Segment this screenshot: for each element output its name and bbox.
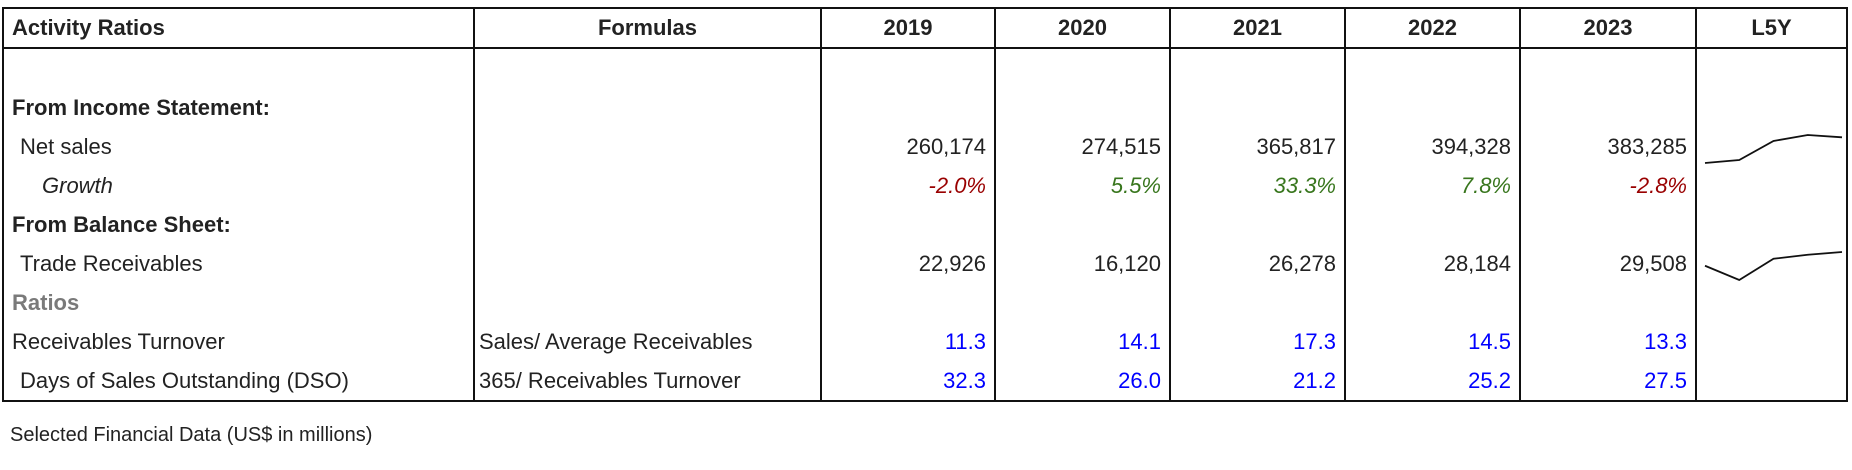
header-year[interactable]: 2019 xyxy=(820,7,996,49)
cell[interactable] xyxy=(820,88,996,127)
cell[interactable] xyxy=(1695,88,1848,127)
value-cell[interactable]: 21.2 xyxy=(1169,361,1346,402)
value-cell[interactable]: 11.3 xyxy=(820,322,996,361)
row-label[interactable]: Days of Sales Outstanding (DSO) xyxy=(2,361,475,402)
value-cell[interactable]: 13.3 xyxy=(1519,322,1697,361)
value-cell[interactable]: 394,328 xyxy=(1344,127,1521,166)
value-cell[interactable]: -2.8% xyxy=(1519,166,1697,205)
cell[interactable] xyxy=(1695,322,1848,361)
row-label[interactable]: Trade Receivables xyxy=(2,244,475,283)
header-year[interactable]: 2020 xyxy=(994,7,1171,49)
sparkline-line xyxy=(1704,134,1843,164)
header-year[interactable]: 2023 xyxy=(1519,7,1697,49)
cell[interactable] xyxy=(820,283,996,322)
cell[interactable] xyxy=(994,48,1171,88)
header-row: Activity Ratios Formulas 2019 2020 2021 … xyxy=(2,7,1848,49)
net-sales-sparkline-cell[interactable] xyxy=(1695,127,1848,166)
blank-row xyxy=(2,48,1848,88)
cell[interactable] xyxy=(473,166,822,205)
cell[interactable] xyxy=(994,205,1171,244)
value-cell[interactable]: 28,184 xyxy=(1344,244,1521,283)
cell[interactable] xyxy=(1344,48,1521,88)
header-formulas[interactable]: Formulas xyxy=(473,7,822,49)
cell[interactable] xyxy=(1519,283,1697,322)
value-cell[interactable]: 26,278 xyxy=(1169,244,1346,283)
cell[interactable] xyxy=(820,48,996,88)
value-cell[interactable]: 274,515 xyxy=(994,127,1171,166)
cell[interactable] xyxy=(1519,205,1697,244)
formula-cell[interactable]: 365/ Receivables Turnover xyxy=(473,361,822,402)
value-cell[interactable]: 27.5 xyxy=(1519,361,1697,402)
cell[interactable] xyxy=(1169,48,1346,88)
value-cell[interactable]: 25.2 xyxy=(1344,361,1521,402)
receivables-sparkline-cell[interactable] xyxy=(1695,244,1848,283)
cell[interactable] xyxy=(1344,283,1521,322)
cell[interactable] xyxy=(1344,88,1521,127)
cell[interactable] xyxy=(1695,48,1848,88)
cell[interactable] xyxy=(473,127,822,166)
table-row-net-sales: Net sales 260,174 274,515 365,817 394,32… xyxy=(2,127,1848,166)
table-row-trade-receivables: Trade Receivables 22,926 16,120 26,278 2… xyxy=(2,244,1848,283)
value-cell[interactable]: 383,285 xyxy=(1519,127,1697,166)
header-l5y[interactable]: L5Y xyxy=(1695,7,1848,49)
value-cell[interactable]: 365,817 xyxy=(1169,127,1346,166)
net-sales-sparkline xyxy=(1704,134,1843,164)
header-year[interactable]: 2022 xyxy=(1344,7,1521,49)
row-label[interactable]: Growth xyxy=(2,166,475,205)
value-cell[interactable]: 260,174 xyxy=(820,127,996,166)
sparkline-line xyxy=(1704,251,1843,282)
cell[interactable] xyxy=(1695,283,1848,322)
value-cell[interactable]: 29,508 xyxy=(1519,244,1697,283)
section-ratios-label[interactable]: Ratios xyxy=(2,283,475,322)
receivables-sparkline xyxy=(1704,251,1843,282)
cell[interactable] xyxy=(1519,48,1697,88)
value-cell[interactable]: 7.8% xyxy=(1344,166,1521,205)
header-year[interactable]: 2021 xyxy=(1169,7,1346,49)
cell[interactable] xyxy=(2,48,475,88)
formula-cell[interactable]: Sales/ Average Receivables xyxy=(473,322,822,361)
cell[interactable] xyxy=(1169,205,1346,244)
cell[interactable] xyxy=(473,205,822,244)
value-cell[interactable]: -2.0% xyxy=(820,166,996,205)
cell[interactable] xyxy=(473,244,822,283)
table-row-dso: Days of Sales Outstanding (DSO) 365/ Rec… xyxy=(2,361,1848,402)
row-label[interactable]: Receivables Turnover xyxy=(2,322,475,361)
value-cell[interactable]: 26.0 xyxy=(994,361,1171,402)
cell[interactable] xyxy=(1169,283,1346,322)
section-income-label[interactable]: From Income Statement: xyxy=(2,88,475,127)
value-cell[interactable]: 14.5 xyxy=(1344,322,1521,361)
table-row-receivables-turnover: Receivables Turnover Sales/ Average Rece… xyxy=(2,322,1848,361)
cell[interactable] xyxy=(473,48,822,88)
cell[interactable] xyxy=(994,88,1171,127)
cell[interactable] xyxy=(1695,205,1848,244)
cell[interactable] xyxy=(473,88,822,127)
value-cell[interactable]: 5.5% xyxy=(994,166,1171,205)
cell[interactable] xyxy=(473,283,822,322)
cell[interactable] xyxy=(994,283,1171,322)
cell[interactable] xyxy=(1344,205,1521,244)
activity-ratios-table: Activity Ratios Formulas 2019 2020 2021 … xyxy=(2,7,1848,402)
cell[interactable] xyxy=(1169,88,1346,127)
value-cell[interactable]: 16,120 xyxy=(994,244,1171,283)
cell[interactable] xyxy=(820,205,996,244)
cell[interactable] xyxy=(1695,361,1848,402)
value-cell[interactable]: 17.3 xyxy=(1169,322,1346,361)
row-label[interactable]: Net sales xyxy=(2,127,475,166)
section-balance-label[interactable]: From Balance Sheet: xyxy=(2,205,475,244)
value-cell[interactable]: 32.3 xyxy=(820,361,996,402)
section-row-balance: From Balance Sheet: xyxy=(2,205,1848,244)
value-cell[interactable]: 14.1 xyxy=(994,322,1171,361)
cell[interactable] xyxy=(1519,88,1697,127)
value-cell[interactable]: 22,926 xyxy=(820,244,996,283)
value-cell[interactable]: 33.3% xyxy=(1169,166,1346,205)
table-row-growth: Growth -2.0% 5.5% 33.3% 7.8% -2.8% xyxy=(2,166,1848,205)
footer-note[interactable]: Selected Financial Data (US$ in millions… xyxy=(10,424,373,446)
section-row-income: From Income Statement: xyxy=(2,88,1848,127)
cell[interactable] xyxy=(1695,166,1848,205)
section-row-ratios: Ratios xyxy=(2,283,1848,322)
header-title[interactable]: Activity Ratios xyxy=(2,7,475,49)
